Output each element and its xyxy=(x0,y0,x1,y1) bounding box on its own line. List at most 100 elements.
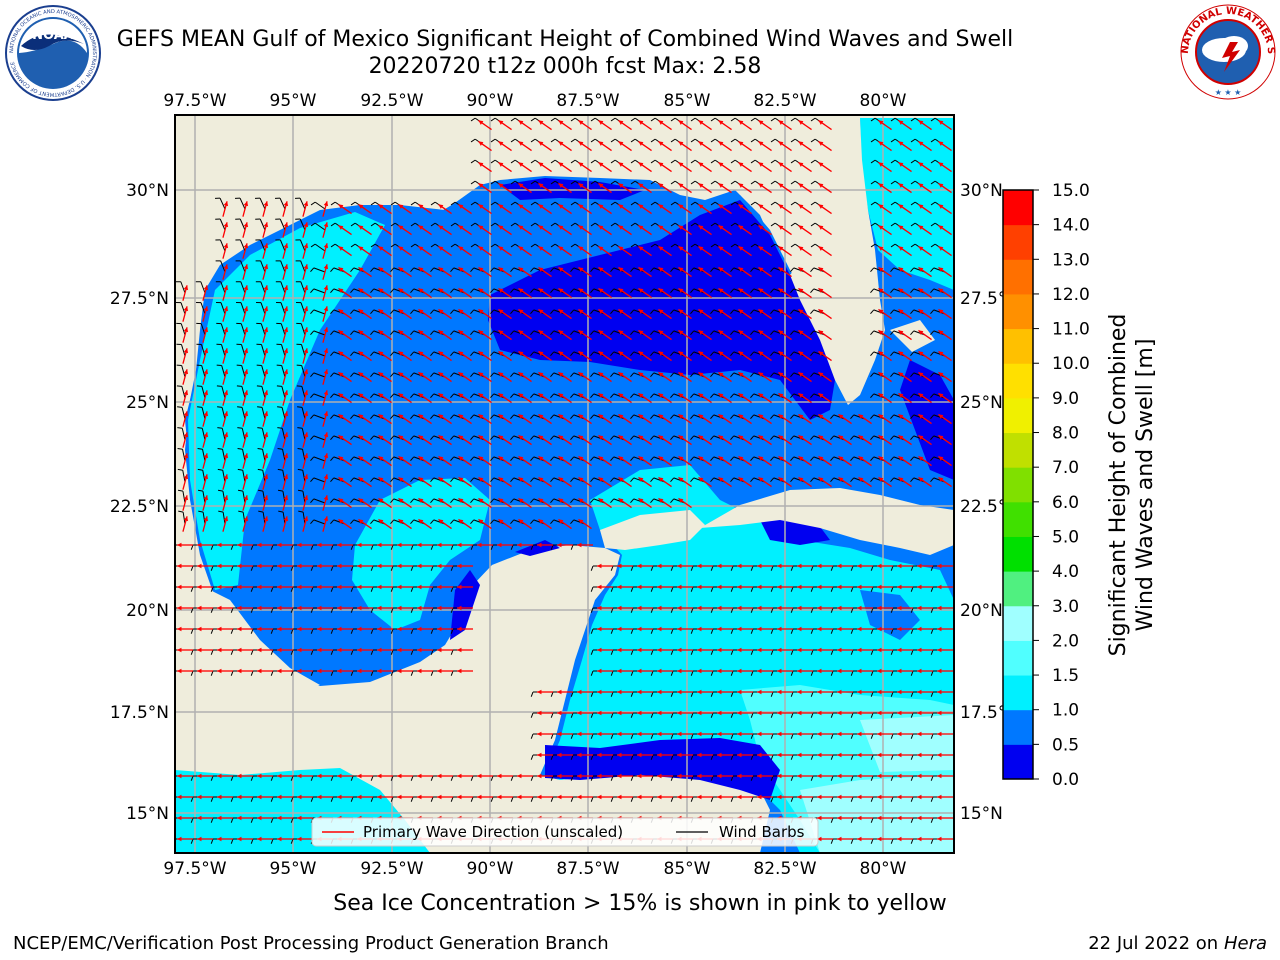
wind-barb xyxy=(220,302,226,315)
wind-barb xyxy=(313,288,326,294)
wind-barb xyxy=(300,260,306,273)
lat-label-left: 15°N xyxy=(126,804,169,824)
wind-barb xyxy=(313,519,326,525)
colorbar-swatch xyxy=(1003,224,1033,260)
colorbar-swatch xyxy=(1003,605,1033,641)
map-frame xyxy=(174,114,955,854)
wind-barbs-legend-label: Wind Barbs xyxy=(719,823,805,841)
wind-barb xyxy=(202,449,206,462)
colorbar-tick-label: 3.0 xyxy=(1052,597,1079,617)
wind-barb xyxy=(181,365,186,378)
wind-barb xyxy=(222,491,226,504)
colorbar-swatch xyxy=(1003,744,1033,780)
wind-barb xyxy=(240,260,246,273)
wind-barb xyxy=(281,428,286,441)
wind-barb xyxy=(313,330,326,336)
lon-label-top: 90°W xyxy=(467,91,514,111)
colorbar-tick-label: 4.0 xyxy=(1052,562,1079,582)
colorbar-swatch xyxy=(1003,432,1033,468)
wind-barb xyxy=(240,323,246,336)
wind-barb xyxy=(313,372,326,378)
wind-barb xyxy=(302,512,306,525)
wind-barb xyxy=(221,365,226,378)
colorbar-swatch xyxy=(1003,190,1033,226)
lon-label-bottom: 80°W xyxy=(860,859,907,879)
wind-barb xyxy=(182,449,186,462)
lat-label-left: 27.5°N xyxy=(110,289,169,309)
lat-label-right: 25°N xyxy=(960,393,1003,413)
wave-direction-arrows-layer xyxy=(177,119,953,842)
colorbar-tick-label: 13.0 xyxy=(1052,250,1090,270)
lat-label-right: 20°N xyxy=(960,601,1003,621)
wind-barb xyxy=(301,428,306,441)
wave-direction-legend-label: Primary Wave Direction (unscaled) xyxy=(363,823,623,841)
wind-barb xyxy=(280,302,286,315)
colorbar-tick-label: 7.0 xyxy=(1052,458,1079,478)
wind-barb xyxy=(313,309,326,315)
svg-text:★ ★ ★: ★ ★ ★ xyxy=(1215,88,1242,97)
wind-barb xyxy=(282,449,286,462)
colorbar-swatch xyxy=(1003,709,1033,745)
generation-date: 22 Jul 2022 on Hera xyxy=(1088,933,1267,954)
colorbar-swatch xyxy=(1003,536,1033,572)
wind-barb xyxy=(280,281,286,294)
wind-barb xyxy=(300,323,306,336)
lat-label-left: 25°N xyxy=(126,393,169,413)
wind-barb xyxy=(201,428,206,441)
wind-barb xyxy=(202,512,206,525)
wind-barb xyxy=(201,365,206,378)
wind-barb xyxy=(220,260,226,273)
colorbar-swatch xyxy=(1003,467,1033,503)
wind-barb xyxy=(240,344,246,357)
colorbar-swatch xyxy=(1003,640,1033,676)
wind-barb xyxy=(221,407,226,420)
latitude-labels-left: 30°N 27.5°N 25°N 22.5°N 20°N 17.5°N 15°N xyxy=(110,181,169,824)
wind-barb xyxy=(242,512,246,525)
lon-label-top: 80°W xyxy=(860,91,907,111)
wind-barb xyxy=(262,470,266,483)
wind-barb xyxy=(259,218,266,231)
wind-barb xyxy=(281,365,286,378)
wind-barb xyxy=(181,428,186,441)
forecast-subtitle: 20220720 t12z 000h fcst Max: 2.58 xyxy=(368,54,762,79)
colorbar-tick-label: 10.0 xyxy=(1052,354,1090,374)
colorbar-tick-label: 8.0 xyxy=(1052,424,1079,444)
wind-barb xyxy=(282,491,286,504)
wind-barb xyxy=(182,512,186,525)
wind-barb xyxy=(301,386,306,399)
wind-barb xyxy=(314,222,326,231)
lon-label-top: 92.5°W xyxy=(360,91,423,111)
wind-barb xyxy=(182,491,186,504)
colorbar-swatch xyxy=(1003,571,1033,607)
wind-barb xyxy=(222,449,226,462)
lon-label-bottom: 97.5°W xyxy=(163,859,226,879)
colorbar-tick-label: 11.0 xyxy=(1052,320,1090,340)
lon-label-top: 82.5°W xyxy=(753,91,816,111)
wind-barb xyxy=(180,344,186,357)
svg-text:Significant Height of Combined: Significant Height of Combined xyxy=(1106,314,1131,657)
wind-barb xyxy=(281,407,286,420)
longitude-labels-bottom: 97.5°W 95°W 92.5°W 90°W 87.5°W 85°W 82.5°W 80°W xyxy=(163,859,906,879)
wind-barb xyxy=(282,512,286,525)
lat-label-right: 15°N xyxy=(960,804,1003,824)
wind-barb xyxy=(279,218,286,231)
wind-barb xyxy=(201,407,206,420)
wind-barb xyxy=(200,302,206,315)
lat-label-right: 30°N xyxy=(960,181,1003,201)
colorbar-tick-label: 5.0 xyxy=(1052,527,1079,547)
wind-barb xyxy=(182,470,186,483)
wind-barb xyxy=(200,281,206,294)
wind-barb xyxy=(262,512,266,525)
wind-barb xyxy=(300,302,306,315)
lon-label-top: 97.5°W xyxy=(163,91,226,111)
wind-barb xyxy=(313,267,326,273)
wind-barb xyxy=(241,365,246,378)
colorbar-swatch xyxy=(1003,259,1033,295)
colorbar-tick-label: 2.0 xyxy=(1052,631,1079,651)
wind-barb xyxy=(313,351,326,357)
lon-label-bottom: 85°W xyxy=(664,859,711,879)
wind-barb xyxy=(302,491,306,504)
lon-label-bottom: 95°W xyxy=(270,859,317,879)
colorbar-swatch xyxy=(1003,675,1033,711)
wind-barb xyxy=(221,386,226,399)
